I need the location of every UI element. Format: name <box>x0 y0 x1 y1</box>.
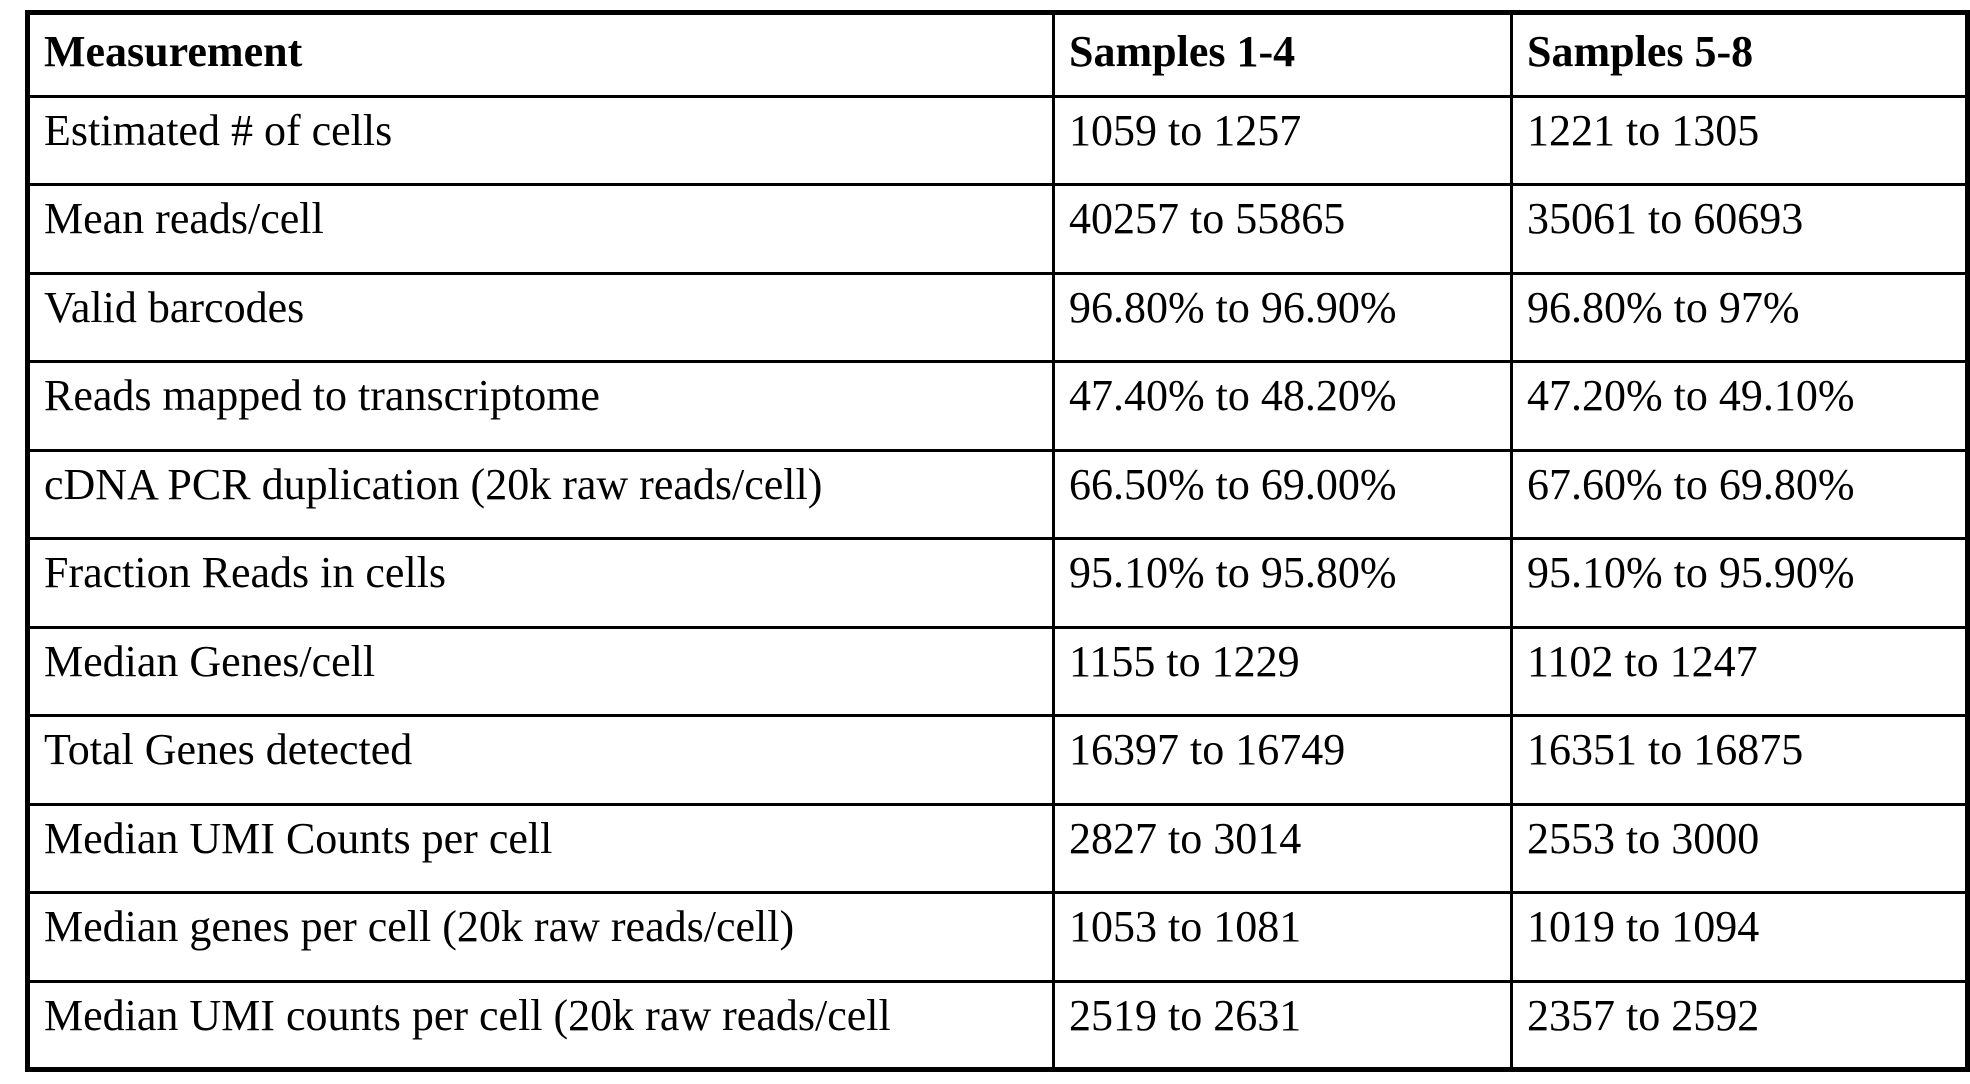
measurement-cell: Estimated # of cells <box>26 94 1055 187</box>
table-row: Median UMI Counts per cell 2827 to 3014 … <box>26 802 1969 895</box>
table-row: Valid barcodes 96.80% to 96.90% 96.80% t… <box>26 271 1969 364</box>
samples-5-8-cell: 67.60% to 69.80% <box>1510 448 1969 541</box>
column-header-samples-5-8: Samples 5-8 <box>1510 11 1969 98</box>
samples-1-4-cell: 1053 to 1081 <box>1052 891 1513 983</box>
table-row: Median Genes/cell 1155 to 1229 1102 to 1… <box>26 625 1969 718</box>
samples-5-8-cell: 95.10% to 95.90% <box>1510 537 1969 629</box>
column-header-samples-1-4: Samples 1-4 <box>1052 11 1513 98</box>
samples-1-4-cell: 47.40% to 48.20% <box>1052 360 1513 452</box>
measurement-cell: Median genes per cell (20k raw reads/cel… <box>26 891 1055 983</box>
samples-1-4-cell: 2519 to 2631 <box>1052 979 1513 1072</box>
samples-5-8-cell: 2357 to 2592 <box>1510 979 1969 1072</box>
table-row: Total Genes detected 16397 to 16749 1635… <box>26 714 1969 806</box>
table-header-row: Measurement Samples 1-4 Samples 5-8 <box>26 11 1969 98</box>
samples-1-4-cell: 1059 to 1257 <box>1052 94 1513 187</box>
measurement-cell: Valid barcodes <box>26 271 1055 364</box>
measurement-cell: Reads mapped to transcriptome <box>26 360 1055 452</box>
table-row: Reads mapped to transcriptome 47.40% to … <box>26 360 1969 452</box>
samples-1-4-cell: 66.50% to 69.00% <box>1052 448 1513 541</box>
samples-5-8-cell: 1102 to 1247 <box>1510 625 1969 718</box>
samples-5-8-cell: 16351 to 16875 <box>1510 714 1969 806</box>
samples-5-8-cell: 1019 to 1094 <box>1510 891 1969 983</box>
measurement-cell: Median Genes/cell <box>26 625 1055 718</box>
table-row: cDNA PCR duplication (20k raw reads/cell… <box>26 448 1969 541</box>
samples-1-4-cell: 40257 to 55865 <box>1052 183 1513 275</box>
table-row: Median UMI counts per cell (20k raw read… <box>26 979 1969 1072</box>
table-row: Fraction Reads in cells 95.10% to 95.80%… <box>26 537 1969 629</box>
samples-5-8-cell: 1221 to 1305 <box>1510 94 1969 187</box>
column-header-measurement: Measurement <box>26 11 1055 98</box>
measurement-cell: Median UMI counts per cell (20k raw read… <box>26 979 1055 1072</box>
samples-1-4-cell: 16397 to 16749 <box>1052 714 1513 806</box>
table-row: Mean reads/cell 40257 to 55865 35061 to … <box>26 183 1969 275</box>
measurement-cell: Fraction Reads in cells <box>26 537 1055 629</box>
measurement-cell: Mean reads/cell <box>26 183 1055 275</box>
measurement-cell: Median UMI Counts per cell <box>26 802 1055 895</box>
samples-1-4-cell: 2827 to 3014 <box>1052 802 1513 895</box>
measurement-cell: Total Genes detected <box>26 714 1055 806</box>
samples-1-4-cell: 1155 to 1229 <box>1052 625 1513 718</box>
samples-5-8-cell: 47.20% to 49.10% <box>1510 360 1969 452</box>
measurement-cell: cDNA PCR duplication (20k raw reads/cell… <box>26 448 1055 541</box>
table-row: Estimated # of cells 1059 to 1257 1221 t… <box>26 94 1969 187</box>
samples-5-8-cell: 96.80% to 97% <box>1510 271 1969 364</box>
sequencing-qc-table: Measurement Samples 1-4 Samples 5-8 Esti… <box>25 10 1970 1072</box>
table-row: Median genes per cell (20k raw reads/cel… <box>26 891 1969 983</box>
samples-5-8-cell: 35061 to 60693 <box>1510 183 1969 275</box>
samples-1-4-cell: 95.10% to 95.80% <box>1052 537 1513 629</box>
samples-1-4-cell: 96.80% to 96.90% <box>1052 271 1513 364</box>
samples-5-8-cell: 2553 to 3000 <box>1510 802 1969 895</box>
